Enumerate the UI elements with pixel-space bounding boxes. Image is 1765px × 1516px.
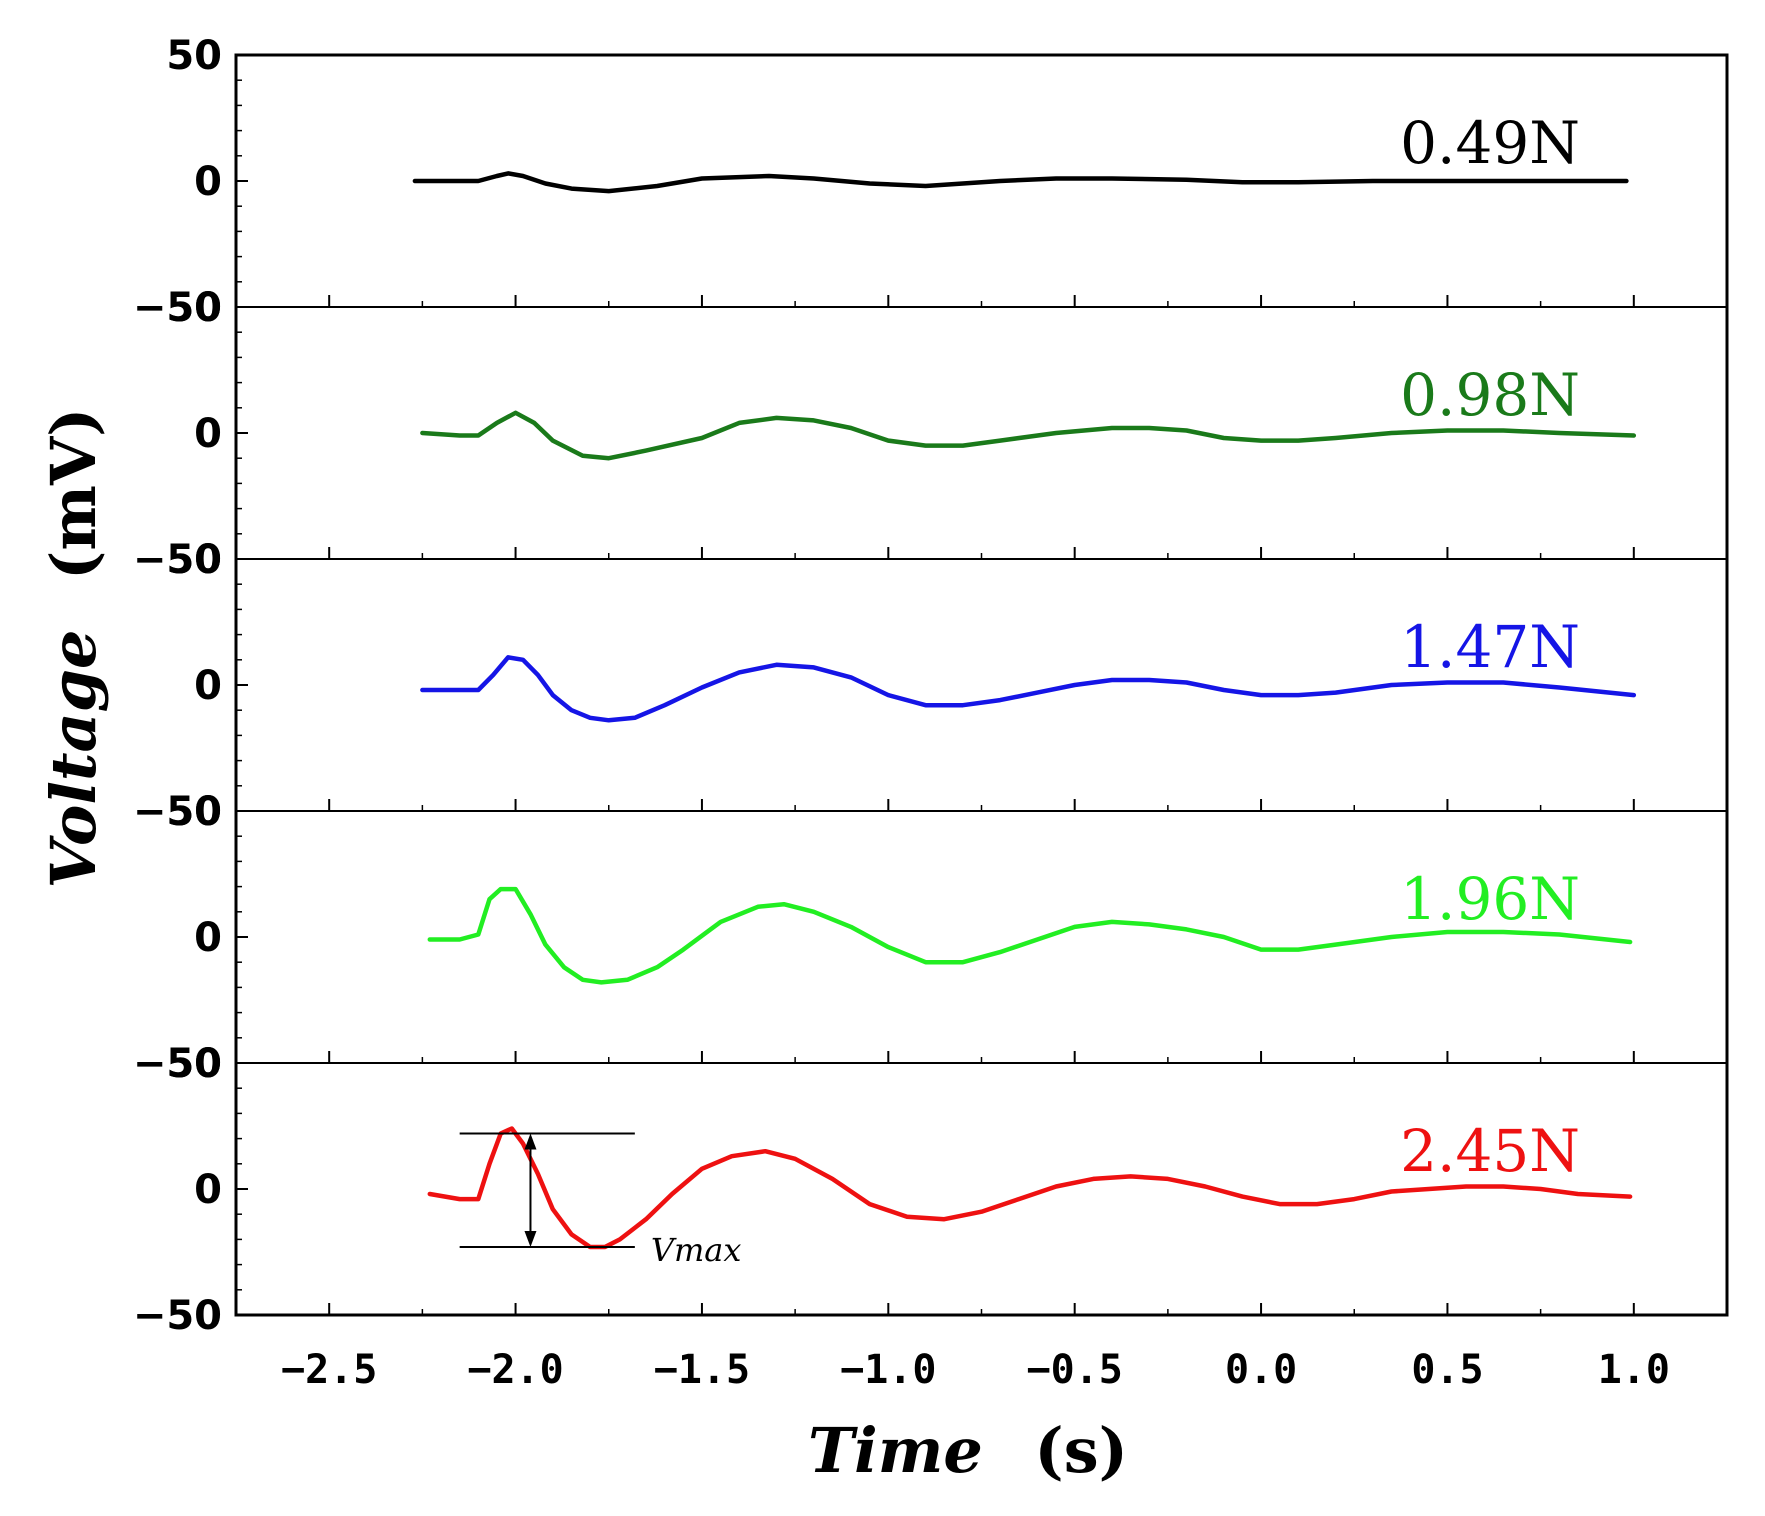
x-tick-label: −0.5: [1027, 1347, 1123, 1393]
y-tick-label: −50: [133, 1041, 222, 1087]
x-tick-label: 0.0: [1225, 1347, 1297, 1393]
y-tick-label: 50: [166, 285, 222, 331]
y-tick-label: 50: [166, 33, 222, 79]
y-tick-label: −50: [133, 789, 222, 835]
y-tick-label: 0: [194, 159, 222, 205]
x-axis-title: Time (s): [808, 1414, 1128, 1487]
y-tick-label: 0: [194, 915, 222, 961]
series-label: 0.49N: [1400, 109, 1580, 177]
y-tick-label: 0: [194, 663, 222, 709]
y-tick-label: 50: [166, 789, 222, 835]
y-axis-title: Voltage (mV): [37, 408, 110, 889]
x-axis-title-main: Time: [808, 1414, 983, 1487]
series-label: 1.47N: [1400, 613, 1580, 681]
x-tick-label: −1.5: [654, 1347, 750, 1393]
y-tick-label: 0: [194, 1167, 222, 1213]
x-axis-title-unit: (s): [1034, 1414, 1128, 1487]
annotation-layer: Vmax: [459, 1132, 742, 1269]
series-line: [420, 410, 1637, 461]
series-line: [427, 886, 1633, 985]
y-tick-label: −50: [133, 1293, 222, 1339]
y-tick-label: −50: [133, 537, 222, 583]
x-tick-label: −2.5: [281, 1347, 377, 1393]
series-label: 0.98N: [1400, 361, 1580, 429]
series-label: 2.45N: [1400, 1117, 1580, 1185]
y-axis-title-unit: (mV): [37, 408, 110, 580]
vmax-label: Vmax: [651, 1231, 742, 1269]
y-tick-label: −50: [133, 285, 222, 331]
y-tick-label: 50: [166, 537, 222, 583]
vmax-arrow-head-up: [524, 1133, 537, 1150]
series-line: [412, 171, 1629, 194]
y-tick-label: 0: [194, 411, 222, 457]
x-tick-label: −2.0: [467, 1347, 563, 1393]
series-label: 1.96N: [1400, 865, 1580, 933]
x-tick-label: −1.0: [840, 1347, 936, 1393]
x-tick-label: 0.5: [1411, 1347, 1483, 1393]
x-tick-label: 1.0: [1598, 1347, 1670, 1393]
series-line: [420, 655, 1637, 723]
y-axis-title-main: Voltage: [37, 630, 110, 889]
series-line: [427, 1126, 1633, 1250]
x-axis: −2.5 −2.0 −1.5 −1.0 −0.5 0.0 0.5 1.0: [281, 1347, 1670, 1393]
vmax-arrow-head-down: [524, 1230, 537, 1247]
traces-layer: 0.49N 0.98N 1.47N 1.96N 2.45N: [412, 109, 1637, 1250]
y-tick-label: 50: [166, 1041, 222, 1087]
